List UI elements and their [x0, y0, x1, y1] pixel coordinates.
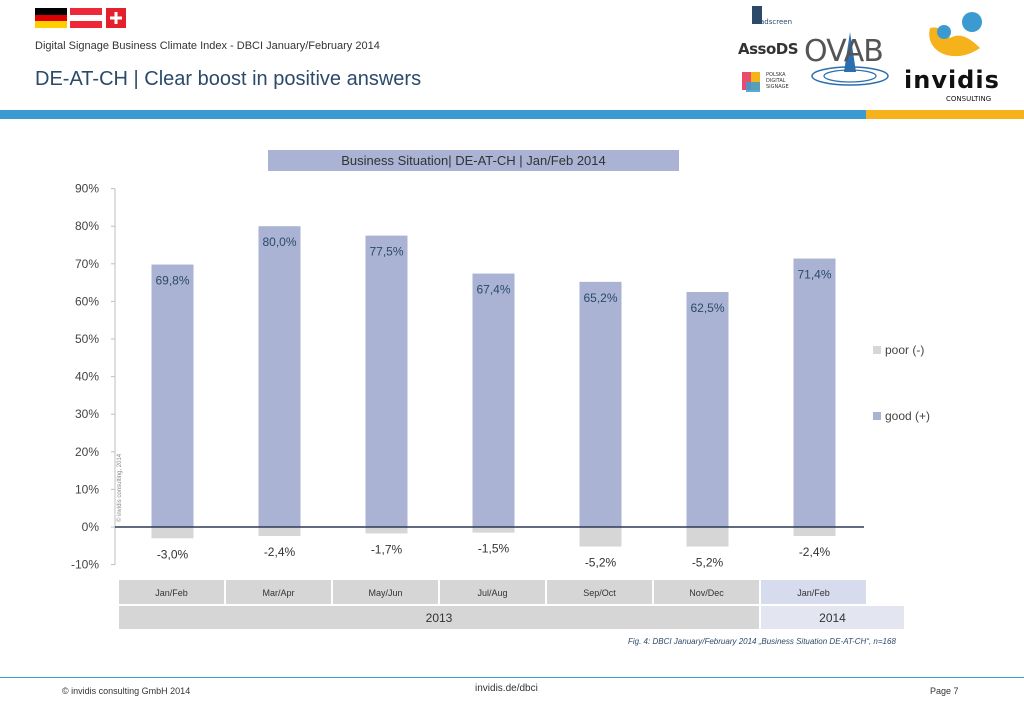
austria-flag-icon: [70, 8, 102, 28]
legend-swatch: [873, 412, 881, 420]
data-label-poor: -1,7%: [371, 542, 403, 556]
category-box: [654, 580, 759, 604]
legend-swatch: [873, 346, 881, 354]
header-divider-yellow: [866, 110, 1024, 119]
y-tick-label: 70%: [75, 257, 99, 271]
y-tick-label: 0%: [82, 520, 100, 534]
y-tick-label: 10%: [75, 482, 99, 496]
y-tick-label: 30%: [75, 407, 99, 421]
x-tick-label: Jan/Feb: [155, 588, 188, 598]
assods-logo: AssoDS: [738, 40, 799, 58]
data-label-good: 69,8%: [155, 274, 189, 288]
y-tick-label: 40%: [75, 370, 99, 384]
ovab-logo: OVAB: [800, 26, 900, 90]
copyright-watermark: © invidis consulting, 2014: [116, 453, 123, 522]
y-tick-label: 60%: [75, 294, 99, 308]
switzerland-flag-icon: [106, 8, 126, 28]
data-label-good: 62,5%: [690, 301, 724, 315]
invidis-logo: invidis CONSULTING: [904, 8, 1004, 106]
y-tick-label: 80%: [75, 219, 99, 233]
legend-label: poor (-): [885, 343, 924, 357]
page-title: DE-AT-CH | Clear boost in positive answe…: [35, 68, 422, 90]
invidis-mark-icon: [929, 12, 982, 57]
y-tick-label: -10%: [71, 558, 99, 572]
bar-good: [472, 273, 515, 527]
data-label-good: 80,0%: [262, 235, 296, 249]
y-tick-label: 20%: [75, 445, 99, 459]
year-box: [761, 606, 904, 629]
x-tick-label: Jan/Feb: [797, 588, 830, 598]
x-tick-label: Sep/Oct: [583, 588, 616, 598]
bar-good: [365, 235, 408, 527]
bar-good: [579, 281, 622, 527]
page-subtitle: Digital Signage Business Climate Index -…: [35, 40, 380, 52]
data-label-good: 77,5%: [369, 245, 403, 259]
category-box: [761, 580, 866, 604]
figure-caption: Fig. 4: DBCI January/February 2014 „Busi…: [628, 637, 896, 646]
bar-good: [686, 292, 729, 527]
header-divider-blue: [0, 110, 866, 119]
x-tick-label: Mar/Apr: [262, 588, 294, 598]
page-number: Page 7: [930, 686, 959, 696]
bar-poor: [151, 527, 194, 539]
category-box: [440, 580, 545, 604]
bar-good: [793, 258, 836, 527]
adscreen-logo: adscreen: [752, 6, 792, 32]
ovab-icon: [811, 32, 889, 86]
bar-good: [258, 226, 301, 527]
chart-title: Business Situation| DE-AT-CH | Jan/Feb 2…: [268, 150, 679, 171]
data-label-poor: -5,2%: [692, 556, 724, 570]
bar-poor: [258, 527, 301, 537]
footer-divider: [0, 677, 1024, 678]
year-label: 2013: [426, 611, 453, 625]
y-tick-label: 50%: [75, 332, 99, 346]
data-label-good: 71,4%: [797, 268, 831, 282]
bar-poor: [472, 527, 515, 533]
bar-poor: [365, 527, 408, 534]
category-box: [547, 580, 652, 604]
polish-digital-signage-logo: POLSKA DIGITAL SIGNAGE: [742, 68, 792, 96]
data-label-poor: -2,4%: [799, 545, 831, 559]
data-label-poor: -5,2%: [585, 556, 617, 570]
germany-flag-icon: [35, 8, 67, 28]
data-label-good: 67,4%: [476, 283, 510, 297]
bar-good: [151, 264, 194, 527]
footer-copyright: © invidis consulting GmbH 2014: [62, 686, 191, 696]
y-tick-label: 90%: [75, 182, 99, 196]
year-label: 2014: [819, 611, 846, 625]
bar-poor: [579, 527, 622, 547]
data-label-good: 65,2%: [583, 291, 617, 305]
bar-poor: [686, 527, 729, 547]
x-tick-label: May/Jun: [368, 588, 402, 598]
data-label-poor: -1,5%: [478, 542, 510, 556]
category-box: [226, 580, 331, 604]
x-tick-label: Nov/Dec: [689, 588, 724, 598]
bar-poor: [793, 527, 836, 537]
data-label-poor: -2,4%: [264, 545, 296, 559]
legend-label: good (+): [885, 409, 930, 423]
year-box: [119, 606, 759, 629]
footer-url[interactable]: invidis.de/dbci: [475, 683, 538, 694]
category-box: [119, 580, 224, 604]
data-label-poor: -3,0%: [157, 547, 189, 561]
category-box: [333, 580, 438, 604]
x-tick-label: Jul/Aug: [477, 588, 507, 598]
